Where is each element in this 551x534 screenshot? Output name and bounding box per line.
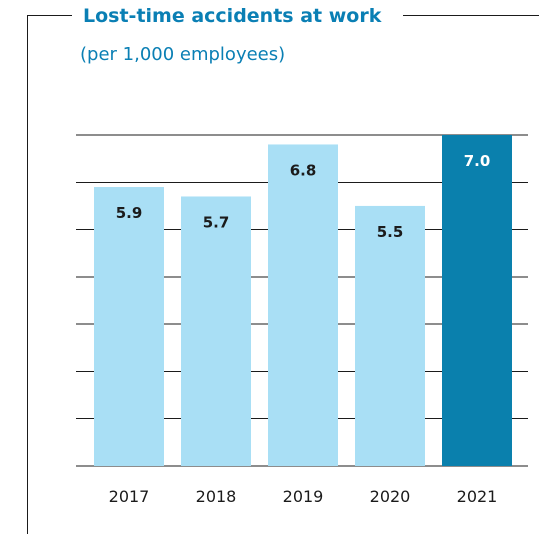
x-tick-label-2021: 2021 [457,487,498,506]
x-tick-label-2017: 2017 [109,487,150,506]
frame-top-line-right [403,15,539,16]
bar-2019 [268,144,338,466]
chart-title: Lost-time accidents at work [83,5,382,27]
bar-2018 [181,196,251,466]
x-tick-label-2020: 2020 [370,487,411,506]
data-label-2019: 6.8 [290,161,317,179]
x-tick-label-2018: 2018 [196,487,237,506]
data-label-2020: 5.5 [377,223,404,241]
chart-subtitle: (per 1,000 employees) [80,44,286,65]
data-label-2018: 5.7 [203,213,230,231]
bar-2020 [355,205,425,466]
data-label-2017: 5.9 [116,204,143,222]
x-tick-label-2019: 2019 [283,487,324,506]
bar-2017 [94,187,164,466]
data-label-2021: 7.0 [464,152,491,170]
bar-2021 [442,135,512,466]
frame-left-line [27,15,28,534]
frame-top-line-left [27,15,72,16]
